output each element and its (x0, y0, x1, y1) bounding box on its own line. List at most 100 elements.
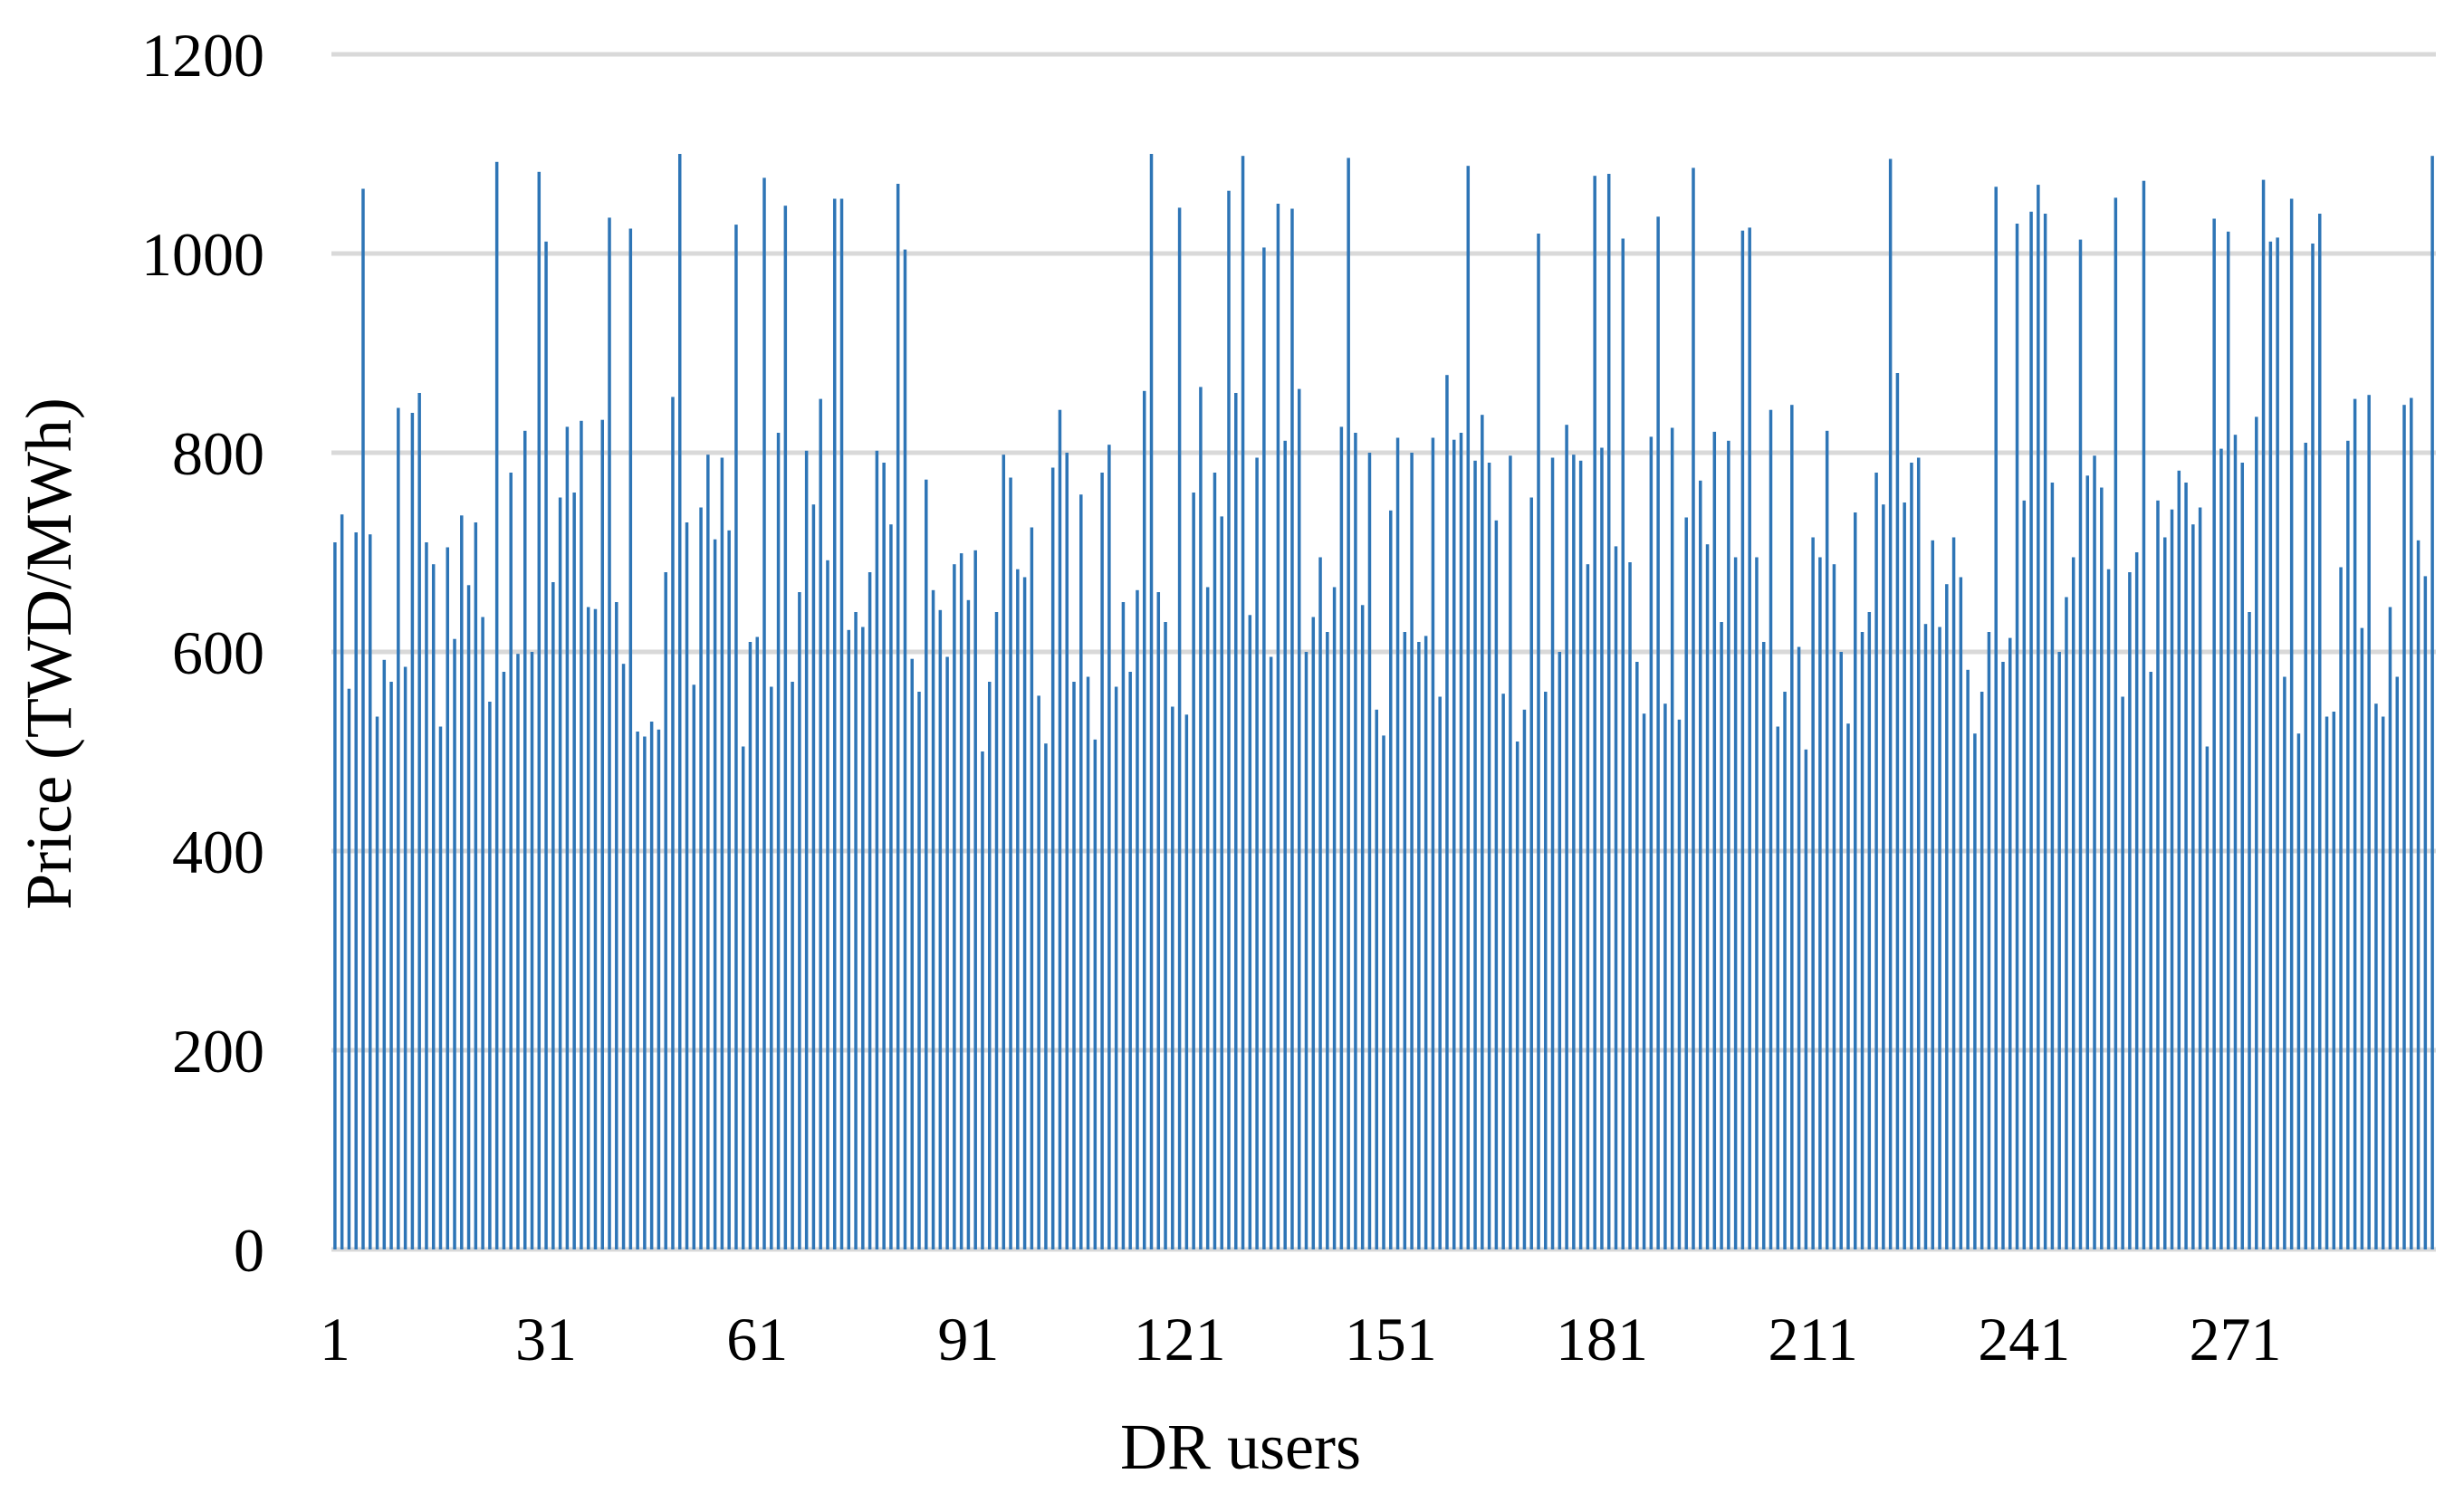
bar (2205, 746, 2210, 1249)
bar (2121, 696, 2124, 1249)
bar (903, 249, 907, 1250)
bar (1494, 520, 1499, 1249)
bar (1663, 703, 1667, 1249)
bar (2078, 239, 2083, 1250)
bar (1107, 445, 1111, 1249)
bar (1769, 409, 1773, 1249)
bar (1269, 656, 1273, 1249)
bar (1621, 238, 1625, 1249)
bar (1888, 158, 1893, 1249)
bar (762, 177, 766, 1249)
bar (1304, 652, 1308, 1249)
bar (431, 564, 436, 1249)
bar (580, 420, 583, 1249)
bar (1009, 477, 1012, 1249)
bar (474, 522, 478, 1249)
bar (1164, 622, 1167, 1249)
bar (361, 188, 365, 1249)
bar (389, 682, 393, 1249)
bar (720, 457, 724, 1249)
bar (896, 184, 900, 1249)
bar (685, 522, 689, 1249)
bar (2050, 483, 2055, 1249)
bar (2015, 224, 2019, 1249)
bar (382, 659, 387, 1249)
bar (494, 161, 499, 1249)
bar (2093, 455, 2096, 1249)
bar (1931, 540, 1935, 1249)
bar (1783, 692, 1787, 1249)
bar (1677, 719, 1682, 1249)
bar (2318, 214, 2322, 1249)
bar (1255, 457, 1259, 1249)
bar (1614, 546, 1618, 1249)
x-tick-label: 1 (320, 1305, 350, 1373)
bar (621, 664, 626, 1249)
bar (1326, 632, 1329, 1249)
bar (671, 397, 675, 1249)
bar (1227, 190, 1231, 1250)
x-tick-label: 31 (515, 1305, 577, 1373)
bar (502, 672, 506, 1249)
bar (1916, 457, 1921, 1249)
bar (692, 684, 696, 1249)
bars (333, 154, 2434, 1250)
x-tick-label: 91 (937, 1305, 999, 1373)
bar (931, 589, 935, 1249)
bar (460, 515, 464, 1249)
bar (1290, 208, 1294, 1249)
bar (1030, 527, 1034, 1249)
bar (755, 636, 759, 1249)
bar (516, 654, 520, 1249)
bar (600, 419, 604, 1249)
bar (2332, 712, 2336, 1249)
bar (1156, 592, 1161, 1249)
bar (1050, 467, 1055, 1249)
bar (1923, 624, 1928, 1249)
bar (1846, 723, 1850, 1249)
bar (791, 682, 794, 1249)
bar (832, 198, 837, 1249)
bar (438, 726, 443, 1249)
bar (2255, 416, 2258, 1249)
bar (1903, 502, 1906, 1249)
bar (1016, 569, 1020, 1249)
bar (1171, 706, 1174, 1249)
bar (1699, 480, 1702, 1249)
bar (1712, 431, 1717, 1249)
bar (973, 550, 977, 1249)
bar (2037, 185, 2040, 1250)
bar (340, 514, 344, 1249)
bar (1410, 453, 1414, 1249)
bar (2289, 198, 2294, 1249)
bar (1895, 373, 1900, 1249)
bar (558, 497, 562, 1249)
bar (1044, 743, 1048, 1249)
bar (1234, 393, 1238, 1249)
bar (2283, 676, 2286, 1249)
bar (1093, 739, 1098, 1249)
bar (1382, 735, 1385, 1249)
y-tick-label: 0 (234, 1216, 264, 1285)
bar (2114, 197, 2118, 1249)
bar (1600, 447, 1604, 1249)
x-tick-label: 241 (1978, 1305, 2070, 1373)
bar (2156, 500, 2160, 1249)
bar (397, 407, 400, 1249)
bar (1973, 733, 1977, 1249)
bar (2339, 567, 2343, 1249)
bar (1565, 425, 1568, 1249)
bar (2149, 672, 2152, 1249)
bar (1375, 709, 1378, 1249)
bar (2212, 218, 2216, 1249)
bar (966, 599, 971, 1249)
bar (354, 532, 358, 1249)
bar (509, 473, 513, 1249)
bar (1529, 497, 1533, 1249)
bar (2410, 397, 2413, 1249)
bar (2043, 214, 2047, 1249)
bar (1740, 230, 1745, 1250)
bar (677, 154, 682, 1249)
bar (1628, 562, 1632, 1249)
bar (1452, 439, 1456, 1249)
